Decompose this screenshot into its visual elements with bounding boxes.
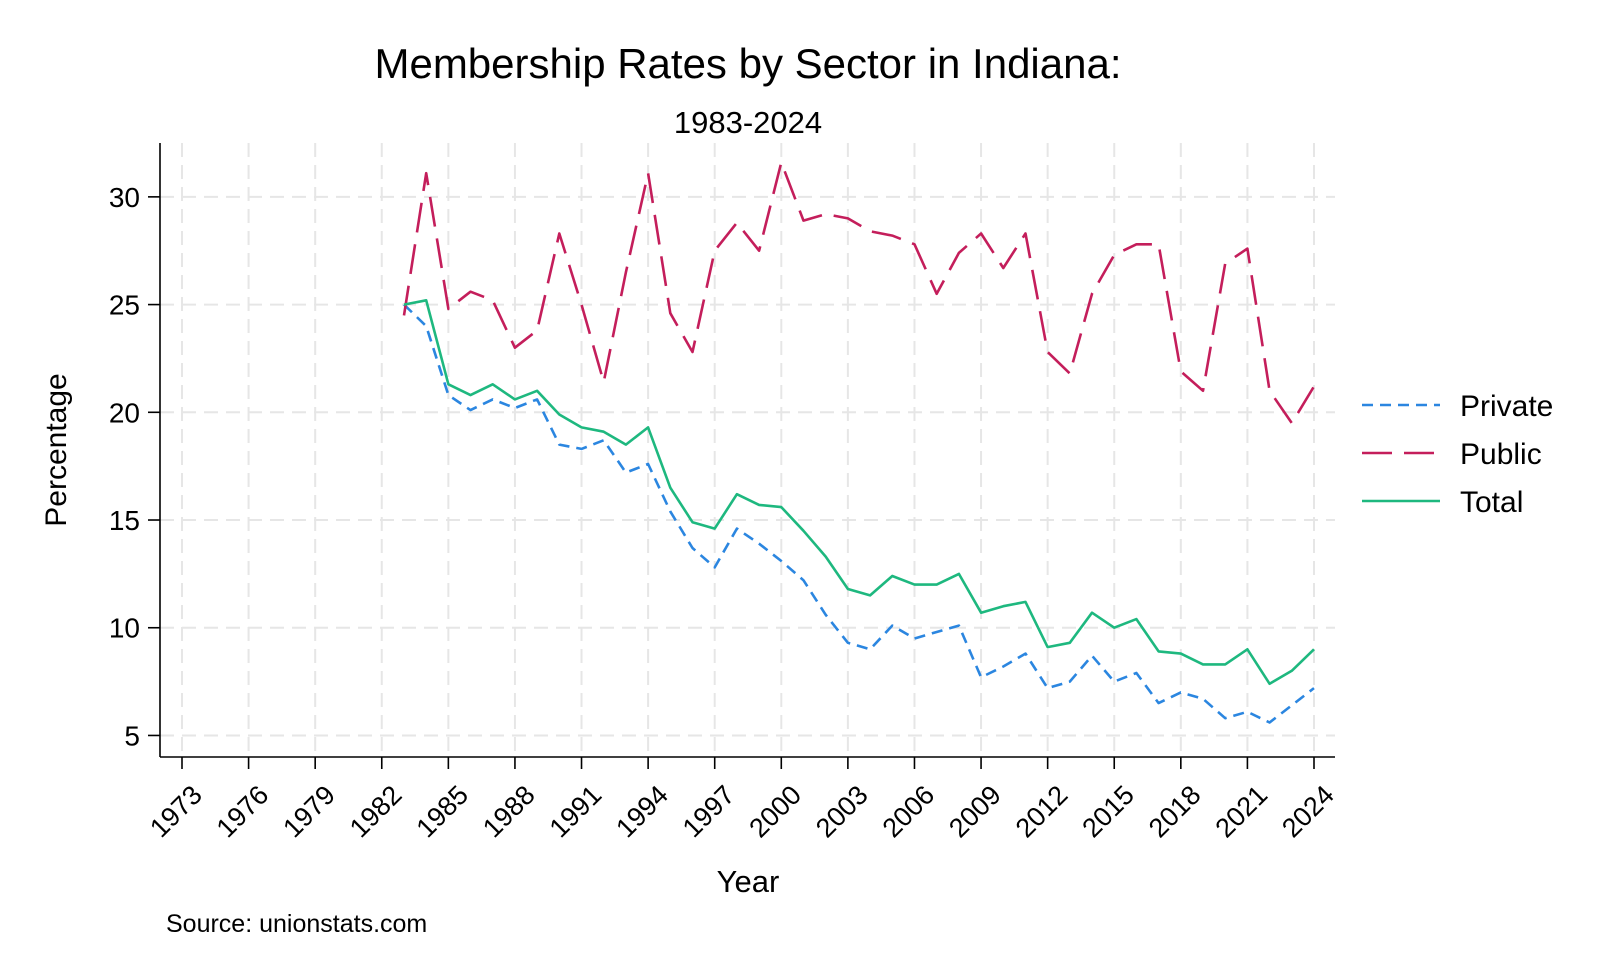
y-axis-label: Percentage	[40, 373, 73, 526]
x-tick-labels: 1973 1976 1979 1982 1985 1988 1991 1994 1997 2000…	[144, 780, 1340, 844]
x-tick-label: 2000	[743, 780, 807, 844]
series-line-public	[402, 161, 1316, 425]
y-tick-label: 20	[109, 397, 140, 428]
series-line-total	[403, 298, 1315, 686]
y-tick-label: 10	[109, 613, 140, 644]
y-tick-label: 5	[124, 720, 140, 751]
x-tick-label: 2009	[943, 780, 1007, 844]
x-tick-label: 1973	[144, 780, 208, 844]
legend: Private Public Total	[1362, 390, 1553, 519]
x-tick-label: 2006	[877, 780, 941, 844]
x-axis-label: Year	[717, 864, 780, 899]
x-tick-label: 2021	[1210, 780, 1274, 844]
x-tick-label: 2024	[1276, 780, 1340, 844]
x-tick-label: 2003	[810, 780, 874, 844]
source-note: Source: unionstats.com	[166, 910, 427, 938]
y-tick-label: 30	[109, 182, 140, 213]
x-tick-label: 1985	[410, 780, 474, 844]
x-tick-label: 2012	[1010, 780, 1074, 844]
axes	[148, 143, 1335, 769]
x-tick-label: 1994	[610, 780, 674, 844]
x-tick-label: 1988	[477, 780, 541, 844]
y-tick-label: 25	[109, 290, 140, 321]
legend-label-private: Private	[1460, 390, 1553, 423]
series-line-private	[403, 303, 1315, 724]
chart-subtitle: 1983-2024	[674, 105, 822, 140]
x-tick-label: 1997	[677, 780, 741, 844]
legend-label-total: Total	[1460, 486, 1523, 519]
legend-label-public: Public	[1460, 438, 1542, 471]
x-tick-label: 1979	[277, 780, 341, 844]
chart-title: Membership Rates by Sector in Indiana:	[374, 40, 1121, 87]
x-tick-label: 1982	[344, 780, 408, 844]
y-tick-labels: 5 10 15 20 25 30	[109, 182, 140, 752]
x-tick-label: 2015	[1076, 780, 1140, 844]
y-tick-label: 15	[109, 505, 140, 536]
x-tick-label: 1976	[211, 780, 275, 844]
series-lines	[402, 161, 1316, 724]
x-tick-label: 2018	[1143, 780, 1207, 844]
x-tick-label: 1991	[544, 780, 608, 844]
